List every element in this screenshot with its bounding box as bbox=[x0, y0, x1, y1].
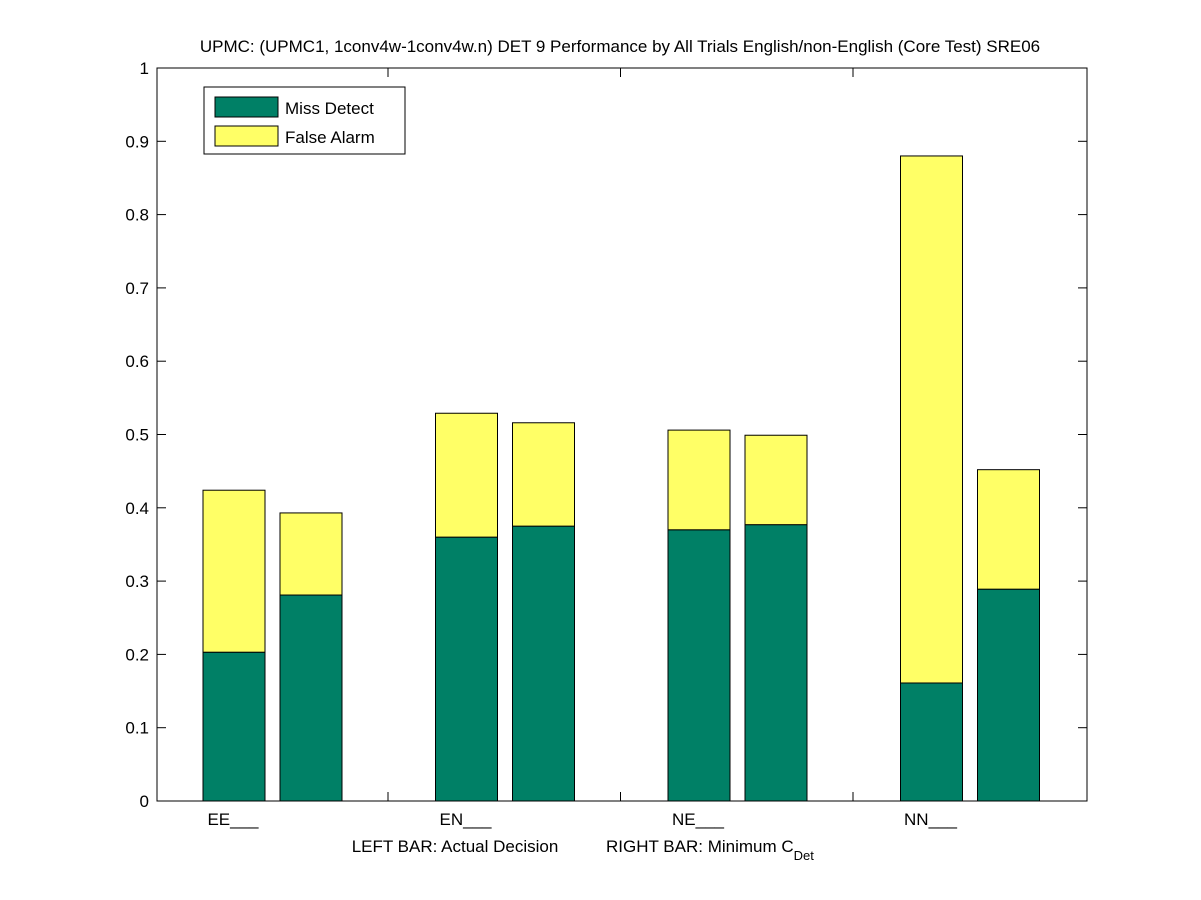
legend-swatch-miss bbox=[214, 96, 279, 118]
y-tick-label: 0.7 bbox=[125, 279, 149, 298]
y-tick-label: 0.4 bbox=[125, 499, 149, 518]
bar-actual-miss-detect bbox=[435, 536, 498, 802]
x-tick-label: EE___ bbox=[207, 810, 259, 829]
bar-actual-false-alarm bbox=[435, 412, 498, 538]
chart-title: UPMC: (UPMC1, 1conv4w-1conv4w.n) DET 9 P… bbox=[200, 37, 1040, 56]
x-tick-label: NE___ bbox=[672, 810, 725, 829]
bar-minimum-miss-detect bbox=[512, 525, 575, 802]
legend: Miss Detect False Alarm bbox=[203, 86, 406, 155]
bar-actual-false-alarm bbox=[900, 155, 963, 684]
y-tick-label: 0.6 bbox=[125, 352, 149, 371]
y-tick-label: 0 bbox=[140, 792, 149, 811]
y-tick-label: 0.2 bbox=[125, 645, 149, 664]
x-tick-label: NN___ bbox=[904, 810, 957, 829]
bar-actual-false-alarm bbox=[202, 489, 266, 653]
bar-minimum-miss-detect bbox=[977, 588, 1040, 802]
bar-minimum-false-alarm bbox=[744, 434, 808, 526]
bar-minimum-false-alarm bbox=[279, 512, 343, 596]
bar-actual-miss-detect bbox=[202, 651, 266, 802]
bar-minimum-false-alarm bbox=[977, 469, 1040, 590]
x-tick-label: EN___ bbox=[440, 810, 493, 829]
y-tick-label: 0.8 bbox=[125, 206, 149, 225]
y-tick-label: 0.5 bbox=[125, 426, 149, 445]
legend-label-miss: Miss Detect bbox=[285, 99, 374, 118]
y-tick-label: 0.3 bbox=[125, 572, 149, 591]
bar-minimum-false-alarm bbox=[512, 422, 575, 527]
bar-actual-miss-detect bbox=[900, 682, 963, 802]
xlabel-left: LEFT BAR: Actual Decision bbox=[352, 837, 559, 856]
bar-actual-miss-detect bbox=[667, 529, 731, 802]
y-tick-label: 0.9 bbox=[125, 132, 149, 151]
bar-minimum-miss-detect bbox=[744, 524, 808, 802]
legend-swatch-false-alarm bbox=[214, 125, 279, 147]
y-tick-label: 0.1 bbox=[125, 719, 149, 738]
legend-label-false-alarm: False Alarm bbox=[285, 128, 375, 147]
xlabel-right: RIGHT BAR: Minimum CDet bbox=[606, 837, 814, 863]
xlabel-right-subscript: Det bbox=[794, 848, 815, 863]
y-tick-label: 1 bbox=[140, 59, 149, 78]
bar-minimum-miss-detect bbox=[279, 594, 343, 802]
bar-actual-false-alarm bbox=[667, 429, 731, 531]
